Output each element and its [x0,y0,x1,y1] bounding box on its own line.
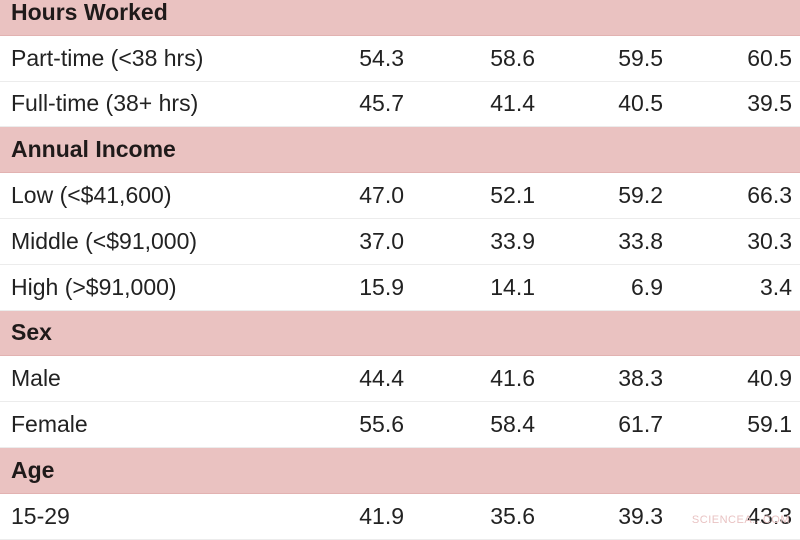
value-cell: 40.5 [618,90,663,117]
value-cell: 35.6 [490,502,535,529]
value-cell: 59.2 [618,182,663,209]
watermark: SCIENCEA...COM [691,514,790,526]
value-cell: 59.1 [747,411,792,438]
value-cell: 43.3 [747,502,792,529]
value-cell: 59.5 [618,44,663,71]
value-cell: 47.0 [359,182,404,209]
table-row: Middle (<$91,000) 37.0 33.9 33.8 30.3 [0,218,800,265]
row-label: Female [11,411,88,438]
section-header-sex: Sex [0,310,800,357]
table-row: Part-time (<38 hrs) 54.3 58.6 59.5 60.5 [0,35,800,82]
value-cell: 33.8 [618,227,663,254]
table-row: Full-time (38+ hrs) 45.7 41.4 40.5 39.5 [0,81,800,128]
value-cell: 44.4 [359,365,404,392]
value-cell: 41.6 [490,365,535,392]
value-cell: 38.3 [618,365,663,392]
row-label: Middle (<$91,000) [11,227,198,254]
row-label: Male [11,365,61,392]
value-cell: 3.4 [760,273,792,300]
table-row: 15-29 41.9 35.6 39.3 43.3 [0,493,800,540]
section-header-annual-income: Annual Income [0,127,800,174]
row-label: Low (<$41,600) [11,182,172,209]
section-header-age: Age [0,447,800,494]
value-cell: 58.4 [490,411,535,438]
section-title: Age [11,456,55,483]
table-row: High (>$91,000) 15.9 14.1 6.9 3.4 [0,264,800,311]
value-cell: 40.9 [747,365,792,392]
value-cell: 58.6 [490,44,535,71]
value-cell: 41.9 [359,502,404,529]
value-cell: 61.7 [618,411,663,438]
table-row: Low (<$41,600) 47.0 52.1 59.2 66.3 [0,173,800,219]
value-cell: 14.1 [490,273,535,300]
value-cell: 45.7 [359,90,404,117]
value-cell: 41.4 [490,90,535,117]
value-cell: 60.5 [747,44,792,71]
section-title: Annual Income [11,136,176,163]
value-cell: 39.5 [747,90,792,117]
table-row: Female 55.6 58.4 61.7 59.1 [0,402,800,448]
value-cell: 52.1 [490,182,535,209]
row-label: 15-29 [11,502,70,529]
value-cell: 15.9 [359,273,404,300]
row-label: Full-time (38+ hrs) [11,90,199,117]
value-cell: 55.6 [359,411,404,438]
value-cell: 33.9 [490,227,535,254]
row-label: High (>$91,000) [11,273,177,300]
value-cell: 37.0 [359,227,404,254]
table-row: Male 44.4 41.6 38.3 40.9 [0,356,800,403]
value-cell: 66.3 [747,182,792,209]
section-title: Sex [11,319,52,346]
value-cell: 39.3 [618,502,663,529]
section-title: Hours Worked [11,0,168,25]
section-header-hours-worked: Hours Worked [0,0,800,36]
value-cell: 54.3 [359,44,404,71]
value-cell: 6.9 [631,273,663,300]
value-cell: 30.3 [747,227,792,254]
row-label: Part-time (<38 hrs) [11,44,204,71]
